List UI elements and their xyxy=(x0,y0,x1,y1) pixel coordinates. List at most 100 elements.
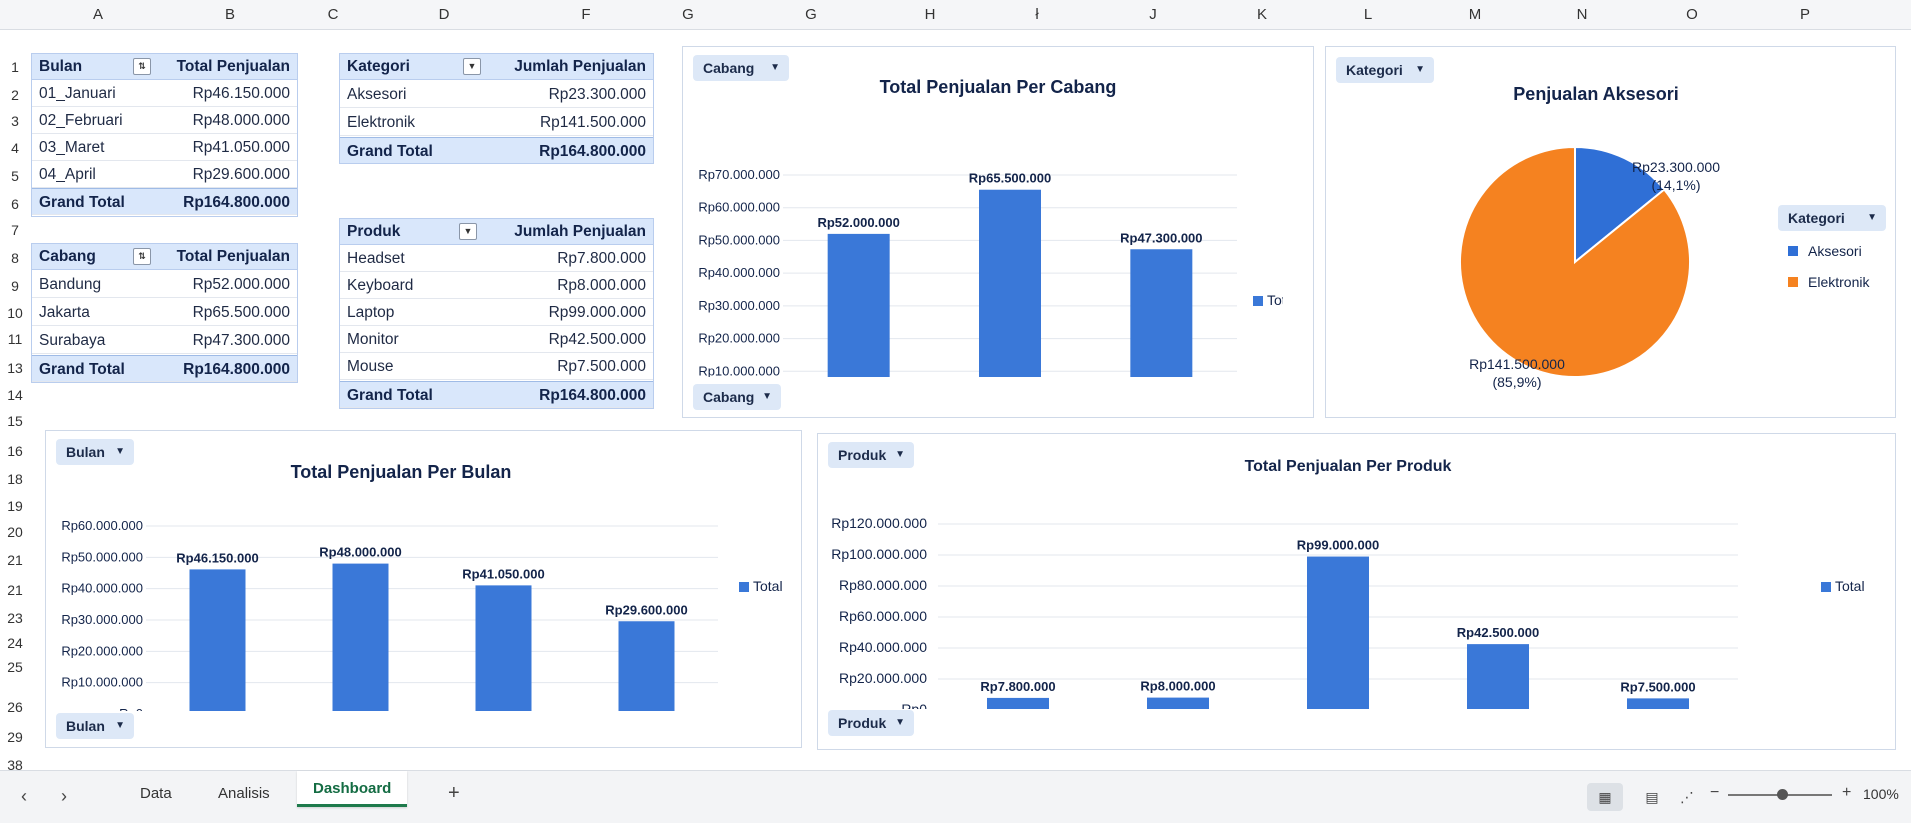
grand-total-row: Grand Total Rp164.800.000 xyxy=(31,355,298,382)
row-header[interactable]: 24 xyxy=(7,635,23,651)
bar[interactable] xyxy=(1627,698,1689,709)
produk-filter-button[interactable]: Produk ▼ xyxy=(828,442,914,468)
row-header[interactable]: 21 xyxy=(7,552,23,568)
cabang-filter-button[interactable]: Cabang ▼ xyxy=(693,55,789,81)
bar[interactable] xyxy=(1307,556,1369,709)
filter-sort-icon[interactable]: ⇅ xyxy=(133,248,151,265)
bar[interactable] xyxy=(827,233,890,377)
data-label: Rp99.000.000 xyxy=(1297,538,1379,553)
column-header[interactable]: J xyxy=(1149,6,1157,23)
pie-slice[interactable] xyxy=(1459,145,1691,378)
bar[interactable] xyxy=(1467,644,1529,709)
row-header[interactable]: 7 xyxy=(11,222,19,238)
zoom-out-button[interactable]: − xyxy=(1710,784,1720,801)
column-header[interactable]: H xyxy=(924,6,936,23)
row-header[interactable]: 9 xyxy=(11,278,19,294)
chart-panel-bulan[interactable]: Bulan ▼ Total Penjualan Per Bulan Rp0 Rp10… xyxy=(45,430,802,748)
pivot-table-bulan[interactable]: Bulan ⇅ Total Penjualan 01_Januari Rp46.1… xyxy=(31,53,298,217)
row-header[interactable]: 21 xyxy=(7,582,23,598)
row-header[interactable]: 26 xyxy=(7,699,23,715)
bulan-axis-filter-button[interactable]: Bulan ▼ xyxy=(56,713,134,739)
row-value: Rp48.000.000 xyxy=(192,112,290,129)
column-header[interactable]: F xyxy=(581,6,591,23)
column-header[interactable]: L xyxy=(1363,6,1373,23)
column-header[interactable]: G xyxy=(682,6,694,23)
column-header[interactable]: N xyxy=(1576,6,1588,23)
bar[interactable] xyxy=(618,621,675,711)
bar[interactable] xyxy=(475,585,532,711)
column-header[interactable]: B xyxy=(224,6,235,23)
row-header[interactable]: 15 xyxy=(7,413,23,429)
row-header[interactable]: 38 xyxy=(7,757,23,773)
row-header[interactable]: 10 xyxy=(7,305,23,321)
column-header[interactable]: G xyxy=(805,6,817,23)
row-header[interactable]: 13 xyxy=(7,360,23,376)
row-header[interactable]: 1 xyxy=(11,59,19,75)
row-header[interactable]: 11 xyxy=(7,331,23,347)
legend-label: Aksesori xyxy=(1808,243,1862,259)
bar[interactable] xyxy=(1147,697,1209,709)
zoom-slider-handle[interactable] xyxy=(1777,789,1788,800)
plus-icon[interactable]: + xyxy=(448,782,460,804)
chart-panel-cabang[interactable]: Cabang▼ Total Penjualan Per Cabang Rp0Rp… xyxy=(682,46,1314,418)
chevron-right-icon[interactable]: › xyxy=(61,786,67,806)
kategori-filter-button[interactable]: Kategori ▼ xyxy=(1336,57,1434,83)
page-layout-icon[interactable]: ▤ xyxy=(1645,789,1659,805)
row-header[interactable]: 14 xyxy=(7,387,23,403)
grid-icon[interactable]: ▦ xyxy=(1587,783,1623,811)
row-label: Grand Total xyxy=(347,143,433,160)
row-value: Rp47.300.000 xyxy=(192,332,290,349)
sheet-tab-dashboard[interactable]: Dashboard xyxy=(297,771,408,807)
cabang-axis-filter-button[interactable]: Cabang ▼ xyxy=(693,384,781,410)
column-header[interactable]: K xyxy=(1256,6,1267,23)
column-header[interactable]: P xyxy=(1799,6,1810,23)
sheet-tab-data[interactable]: Data xyxy=(140,785,172,802)
row-header[interactable]: 23 xyxy=(7,610,23,626)
bar[interactable] xyxy=(979,189,1041,377)
pivot-table-cabang[interactable]: Cabang ⇅ Total Penjualan Bandung Rp52.000… xyxy=(31,243,298,383)
bulan-filter-button[interactable]: Bulan ▼ xyxy=(56,439,134,465)
column-header[interactable]: A xyxy=(92,6,103,23)
row-header[interactable]: 2 xyxy=(11,87,19,103)
kategori-legend-filter-button[interactable]: Kategori ▼ xyxy=(1778,205,1886,231)
filter-sort-icon[interactable]: ⇅ xyxy=(133,58,151,75)
row-header[interactable]: 20 xyxy=(7,524,23,540)
y-tick-label: Rp20.000.000 xyxy=(61,643,143,658)
column-header[interactable]: O xyxy=(1686,6,1698,23)
row-header[interactable]: 18 xyxy=(7,471,23,487)
row-header[interactable]: 25 xyxy=(7,659,23,675)
row-header[interactable]: 16 xyxy=(7,443,23,459)
row-header[interactable]: 19 xyxy=(7,498,23,514)
pie-slice[interactable] xyxy=(1574,145,1666,265)
row-header[interactable]: 8 xyxy=(11,250,19,266)
bar[interactable] xyxy=(1130,249,1193,377)
row-header[interactable]: 5 xyxy=(11,168,19,184)
zoom-in-button[interactable]: + xyxy=(1842,784,1852,801)
bar[interactable] xyxy=(987,697,1049,709)
page-break-icon[interactable]: ⋰ xyxy=(1680,789,1694,805)
chevron-left-icon[interactable]: ‹ xyxy=(21,786,27,806)
sheet-tab-analisis[interactable]: Analisis xyxy=(218,785,270,802)
row-header[interactable]: 6 xyxy=(11,196,19,212)
produk-axis-filter-button[interactable]: Produk ▼ xyxy=(828,710,914,736)
pivot-table-produk[interactable]: Produk ▼ Jumlah Penjualan Headset Rp7.800… xyxy=(339,218,654,409)
row-label-header: Produk xyxy=(347,223,401,240)
column-header[interactable]: ł xyxy=(1035,6,1039,23)
column-header[interactable]: M xyxy=(1468,6,1482,23)
y-tick-label: Rp50.000.000 xyxy=(698,232,780,247)
bar[interactable] xyxy=(332,563,389,711)
filter-dropdown-icon[interactable]: ▼ xyxy=(463,58,481,75)
row-header[interactable]: 4 xyxy=(11,140,19,156)
row-header[interactable]: 29 xyxy=(7,729,23,745)
chart-panel-kategori[interactable]: Kategori ▼ Penjualan Aksesori Rp23.300.00… xyxy=(1325,46,1896,418)
legend-swatch xyxy=(739,582,749,592)
pivot-table-kategori[interactable]: Kategori ▼ Jumlah Penjualan Aksesori Rp23… xyxy=(339,53,654,164)
column-header[interactable]: D xyxy=(438,6,450,23)
chevron-down-icon: ▼ xyxy=(770,62,780,73)
row-header[interactable]: 3 xyxy=(11,113,19,129)
column-header[interactable]: C xyxy=(327,6,339,23)
bar[interactable] xyxy=(189,569,246,711)
chart-panel-produk[interactable]: Produk ▼ Total Penjualan Per Produk Rp0 Rp… xyxy=(817,433,1896,750)
filter-dropdown-icon[interactable]: ▼ xyxy=(459,223,477,240)
